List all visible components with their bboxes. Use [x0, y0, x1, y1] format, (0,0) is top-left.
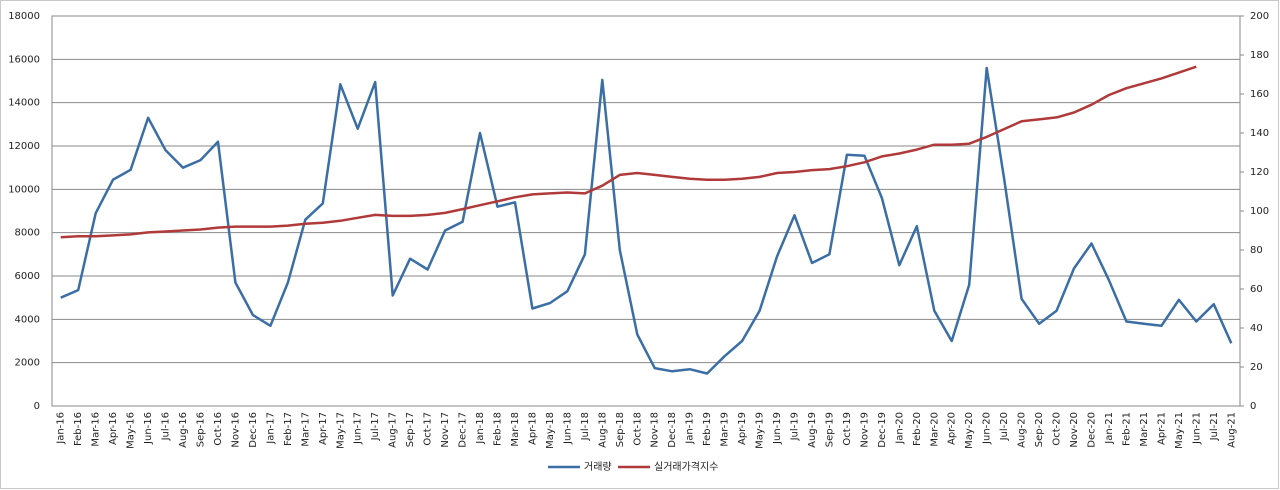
- x-tick-label: Apr-16: [108, 412, 119, 445]
- x-tick-label: Dec-16: [248, 412, 259, 448]
- x-tick-label: Jan-18: [475, 412, 486, 445]
- x-tick-label: Apr-20: [947, 412, 958, 445]
- x-tick-label: Jan-21: [1104, 412, 1115, 445]
- x-tick-label: May-16: [126, 412, 137, 449]
- x-tick-label: Apr-17: [318, 412, 329, 445]
- x-tick-label: Nov-20: [1069, 412, 1080, 448]
- x-tick-label: Aug-16: [178, 412, 189, 448]
- y-tick-label: 12000: [8, 141, 40, 152]
- x-tick-label: May-20: [964, 412, 975, 449]
- x-tick-label: Jan-16: [56, 412, 67, 445]
- x-tick-label: Feb-21: [1121, 412, 1132, 446]
- x-tick-label: Jun-20: [982, 412, 993, 445]
- x-tick-label: Jun-19: [772, 412, 783, 445]
- x-tick-label: Nov-18: [650, 412, 661, 448]
- x-tick-label: Jul-21: [1209, 412, 1220, 441]
- x-tick-label: Feb-17: [283, 412, 294, 446]
- y2-tick-label: 160: [1250, 89, 1269, 100]
- x-tick-label: Jun-18: [562, 412, 573, 445]
- x-tick-label: Jan-19: [685, 412, 696, 445]
- y2-tick-label: 40: [1250, 323, 1263, 334]
- x-tick-label: Nov-17: [440, 412, 451, 448]
- x-tick-label: Feb-20: [912, 412, 923, 446]
- x-tick-label: Oct-18: [632, 412, 643, 446]
- y-tick-label: 10000: [8, 184, 40, 195]
- x-tick-label: Jul-19: [790, 412, 801, 441]
- x-tick-label: Apr-21: [1156, 412, 1167, 445]
- y2-tick-label: 180: [1250, 50, 1269, 61]
- x-tick-label: Nov-19: [859, 412, 870, 448]
- x-tick-label: Sep-20: [1034, 412, 1045, 447]
- y2-tick-label: 120: [1250, 167, 1269, 178]
- y-tick-label: 2000: [15, 358, 40, 369]
- x-tick-label: Jul-18: [580, 412, 591, 441]
- x-tick-label: Mar-20: [929, 412, 940, 447]
- x-tick-label: Mar-21: [1139, 412, 1150, 447]
- x-tick-label: Feb-16: [73, 412, 84, 446]
- y-tick-label: 16000: [8, 54, 40, 65]
- x-tick-label: May-18: [545, 412, 556, 449]
- x-tick-label: Oct-19: [842, 412, 853, 446]
- y2-tick-label: 140: [1250, 128, 1269, 139]
- x-tick-label: Aug-21: [1226, 412, 1237, 448]
- x-tick-label: Dec-18: [667, 412, 678, 448]
- series-line: [60, 65, 1197, 239]
- x-tick-label: Jun-16: [143, 412, 154, 445]
- x-tick-label: Aug-18: [597, 412, 608, 448]
- series-line: [60, 66, 1233, 375]
- x-tick-label: Nov-16: [230, 412, 241, 448]
- x-tick-label: Dec-19: [877, 412, 888, 448]
- y-tick-label: 4000: [15, 314, 40, 325]
- x-tick-label: May-17: [335, 412, 346, 449]
- x-tick-label: Feb-19: [702, 412, 713, 446]
- legend-label: 거래량: [584, 461, 612, 473]
- x-tick-label: May-21: [1174, 412, 1185, 449]
- x-tick-label: Aug-19: [807, 412, 818, 448]
- legend-label: 실거래가격지수: [654, 460, 718, 473]
- x-tick-label: Dec-20: [1087, 412, 1098, 448]
- x-tick-label: Jul-16: [161, 412, 172, 441]
- x-tick-label: Oct-16: [213, 412, 224, 446]
- x-tick-label: Mar-16: [91, 412, 102, 447]
- x-tick-label: Apr-19: [737, 412, 748, 445]
- y2-tick-label: 80: [1250, 245, 1263, 256]
- x-tick-label: Jun-17: [353, 412, 364, 445]
- x-tick-label: Sep-17: [405, 412, 416, 447]
- y2-tick-label: 60: [1250, 284, 1263, 295]
- x-tick-label: Sep-18: [615, 412, 626, 447]
- y-tick-label: 8000: [15, 228, 40, 239]
- x-tick-label: Jan-20: [894, 412, 905, 445]
- x-tick-label: Aug-17: [388, 412, 399, 448]
- x-tick-label: May-19: [755, 412, 766, 449]
- y-tick-label: 18000: [8, 11, 40, 22]
- x-tick-label: Jul-20: [999, 412, 1010, 441]
- x-tick-label: Aug-20: [1017, 412, 1028, 448]
- x-tick-label: Mar-18: [510, 412, 521, 447]
- y-tick-label: 6000: [15, 271, 40, 282]
- x-tick-label: Jan-17: [265, 412, 276, 445]
- y2-tick-label: 0: [1250, 401, 1256, 412]
- x-tick-label: Jun-21: [1191, 412, 1202, 445]
- x-tick-label: Jul-17: [370, 412, 381, 441]
- x-tick-label: Feb-18: [493, 412, 504, 446]
- x-tick-label: Mar-19: [720, 412, 731, 447]
- y2-tick-label: 100: [1250, 206, 1269, 217]
- x-tick-label: Oct-20: [1052, 412, 1063, 446]
- y-tick-label: 14000: [8, 98, 40, 109]
- y2-tick-label: 200: [1250, 11, 1269, 22]
- x-tick-label: Oct-17: [423, 412, 434, 446]
- y2-tick-label: 20: [1250, 362, 1263, 373]
- x-tick-label: Dec-17: [458, 412, 469, 448]
- x-tick-label: Mar-17: [300, 412, 311, 447]
- x-tick-label: Sep-16: [196, 412, 207, 447]
- y-tick-label: 0: [34, 401, 40, 412]
- x-tick-label: Apr-18: [527, 412, 538, 445]
- x-tick-label: Sep-19: [824, 412, 835, 447]
